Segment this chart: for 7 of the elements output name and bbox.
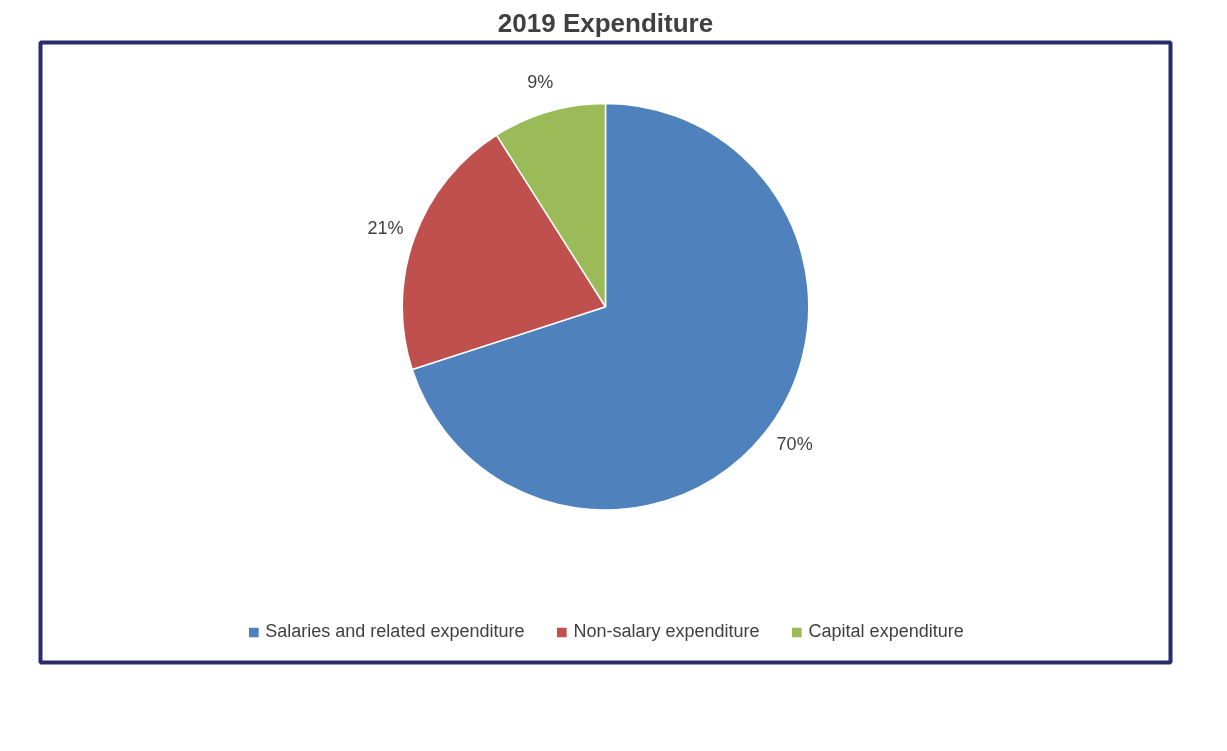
legend-label: Capital expenditure bbox=[808, 621, 964, 642]
chart-title: 2019 Expenditure bbox=[497, 7, 714, 38]
data-label: 9% bbox=[527, 72, 554, 93]
data-label: 70% bbox=[776, 434, 813, 455]
data-label: 21% bbox=[367, 217, 404, 238]
legend-label: Salaries and related expenditure bbox=[265, 621, 525, 642]
legend-label: Non-salary expenditure bbox=[573, 621, 760, 642]
